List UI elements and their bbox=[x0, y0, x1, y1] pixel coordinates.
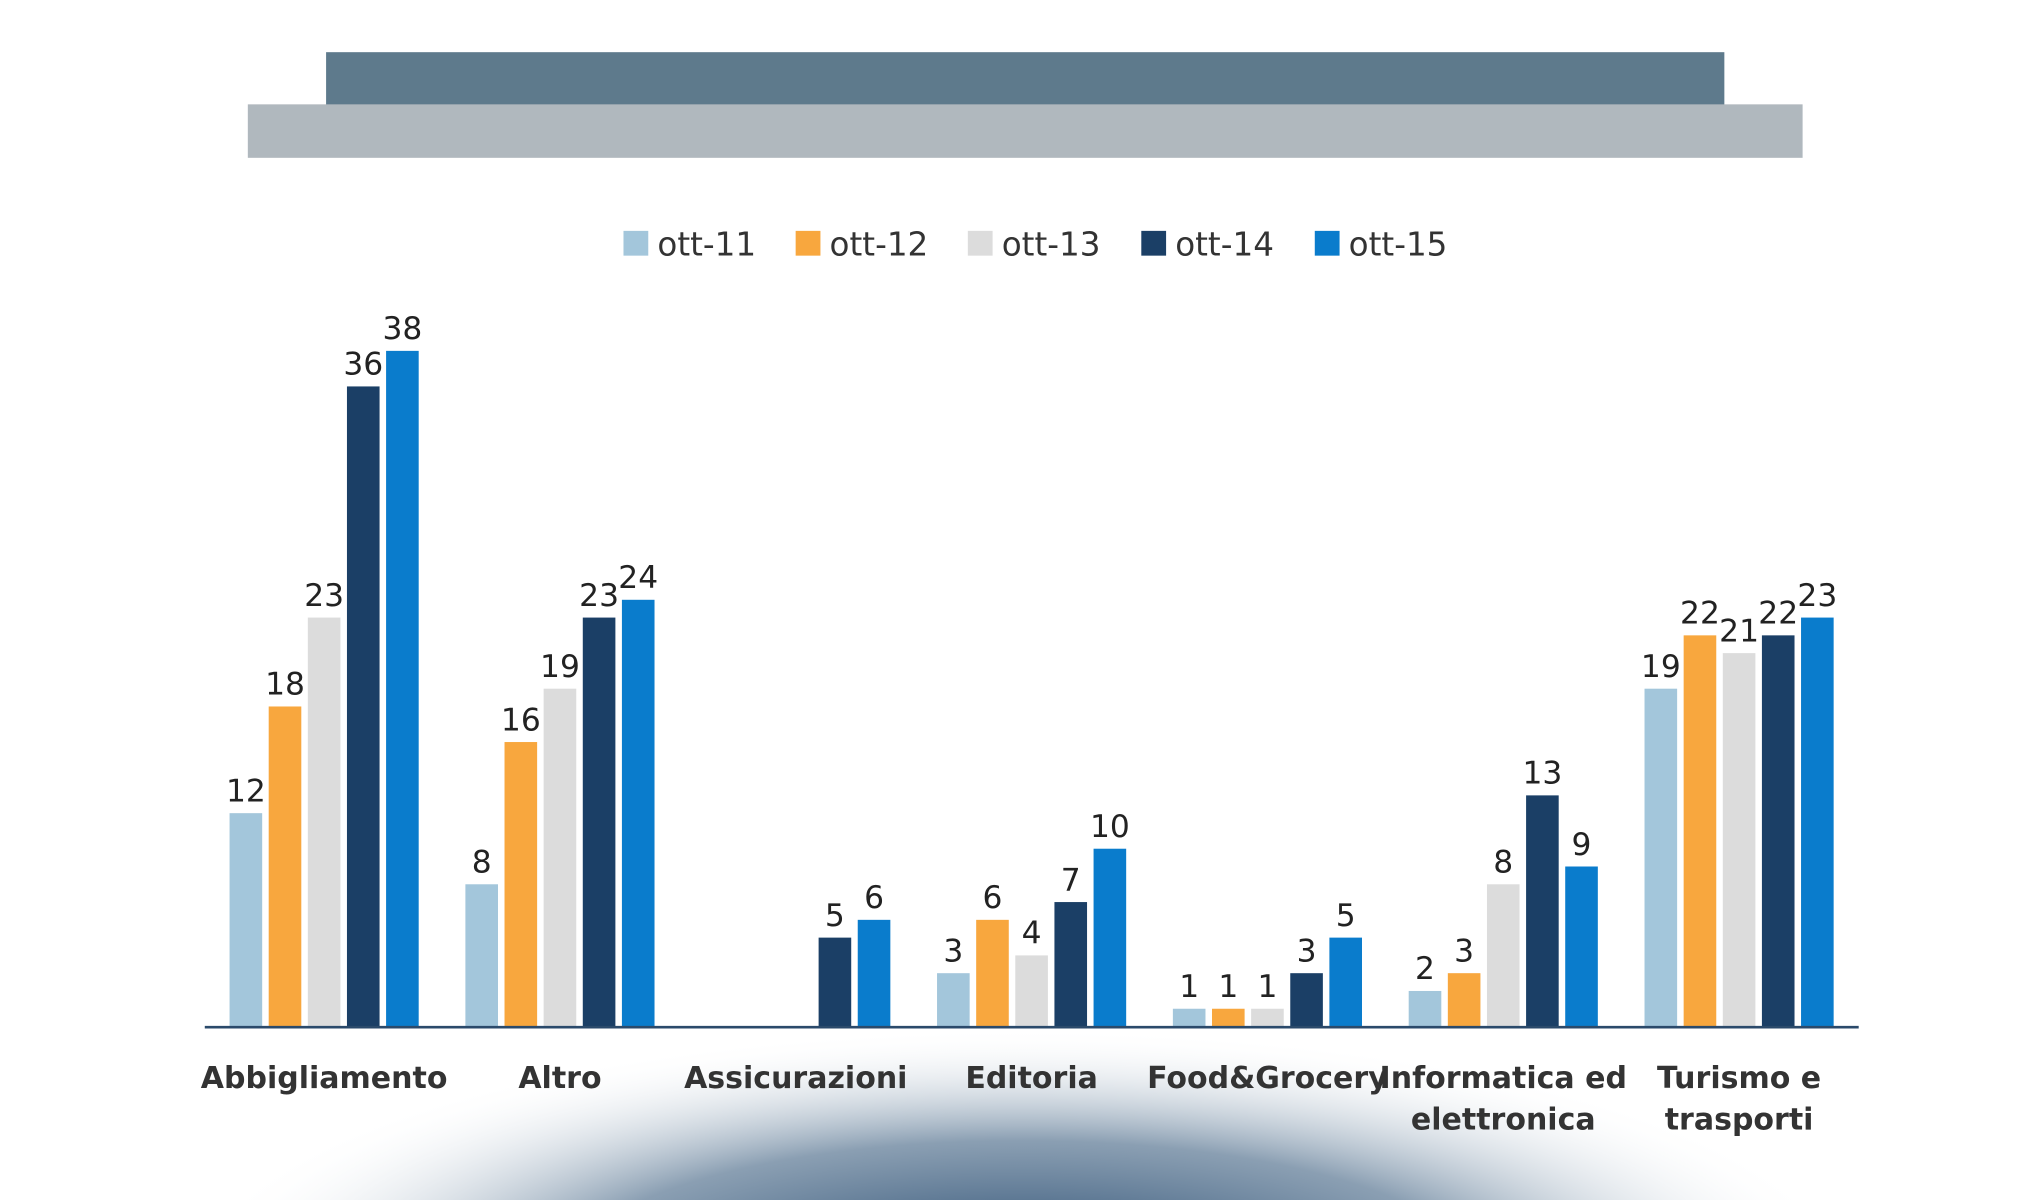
bar-ott-13 bbox=[543, 688, 577, 1027]
bar-ott-14 bbox=[1054, 902, 1088, 1027]
bar-ott-14 bbox=[346, 386, 380, 1027]
category-label: Food&Grocery bbox=[1147, 1061, 1388, 1096]
data-label: 38 bbox=[382, 311, 422, 347]
data-label: 3 bbox=[943, 933, 963, 969]
bar-ott-11 bbox=[937, 973, 970, 1027]
legend-label: ott-13 bbox=[1002, 226, 1101, 264]
data-label: 8 bbox=[472, 845, 492, 881]
bar-ott-11 bbox=[229, 813, 263, 1027]
category-label: trasporti bbox=[1665, 1103, 1814, 1138]
data-label: 7 bbox=[1061, 862, 1081, 898]
bar-ott-14 bbox=[1290, 973, 1323, 1027]
bar-ott-12 bbox=[1447, 973, 1481, 1027]
data-label: 8 bbox=[1493, 845, 1513, 881]
data-label: 22 bbox=[1758, 596, 1798, 632]
legend-label: ott-11 bbox=[657, 226, 756, 264]
data-label: 6 bbox=[983, 880, 1003, 916]
legend-label: ott-12 bbox=[830, 226, 929, 264]
data-label: 36 bbox=[343, 347, 383, 383]
legend-swatch-ott-15 bbox=[1314, 230, 1340, 256]
category-label: Turismo e bbox=[1657, 1061, 1821, 1096]
category-label: Assicurazioni bbox=[684, 1061, 907, 1096]
bar-ott-14 bbox=[818, 937, 852, 1027]
legend-label: ott-14 bbox=[1175, 226, 1274, 264]
legend-swatch-ott-13 bbox=[967, 230, 993, 256]
data-label: 18 bbox=[265, 667, 305, 703]
data-label: 19 bbox=[1641, 649, 1681, 685]
category-labels: Abbigliamento Altro Assicurazioni Editoria F… bbox=[201, 1061, 1821, 1138]
bar-ott-13 bbox=[1015, 955, 1048, 1027]
bar-ott-15 bbox=[1801, 617, 1834, 1027]
data-label: 1 bbox=[1179, 969, 1199, 1005]
data-label: 3 bbox=[1454, 933, 1474, 969]
category-label: Editoria bbox=[965, 1061, 1098, 1096]
data-label: 23 bbox=[304, 578, 344, 614]
data-label: 4 bbox=[1022, 916, 1042, 952]
bar-ott-13 bbox=[307, 617, 341, 1027]
data-label: 21 bbox=[1719, 613, 1759, 649]
data-label: 22 bbox=[1680, 596, 1720, 632]
data-label: 1 bbox=[1257, 969, 1277, 1005]
category-label: Altro bbox=[518, 1061, 601, 1096]
bar-ott-13 bbox=[1486, 884, 1520, 1027]
bar-ott-14 bbox=[1526, 795, 1559, 1027]
bar-ott-11 bbox=[1644, 688, 1678, 1027]
data-label: 9 bbox=[1572, 827, 1592, 863]
data-label: 16 bbox=[501, 702, 541, 738]
category-label: Abbigliamento bbox=[201, 1061, 448, 1096]
bar-ott-12 bbox=[268, 706, 302, 1027]
legend-swatch-ott-12 bbox=[795, 230, 821, 256]
category-label: Informatica ed bbox=[1380, 1061, 1627, 1096]
bar-ott-12 bbox=[504, 742, 538, 1027]
data-label: 5 bbox=[825, 898, 845, 934]
data-label: 10 bbox=[1090, 809, 1130, 845]
data-label: 2 bbox=[1415, 951, 1435, 987]
bar-ott-15 bbox=[1329, 937, 1362, 1027]
data-label: 3 bbox=[1297, 933, 1317, 969]
data-label: 13 bbox=[1522, 756, 1562, 792]
header-band-light bbox=[247, 104, 1803, 158]
bar-ott-15 bbox=[621, 599, 655, 1027]
bar-ott-12 bbox=[976, 919, 1009, 1027]
bar-ott-11 bbox=[1172, 1008, 1206, 1027]
data-label: 24 bbox=[618, 560, 658, 596]
legend: ott-11 ott-12 ott-13 ott-14 ott-15 bbox=[623, 226, 1447, 264]
data-label: 5 bbox=[1336, 898, 1356, 934]
legend-swatch-ott-11 bbox=[623, 230, 649, 256]
bar-ott-11 bbox=[465, 884, 498, 1027]
data-label: 23 bbox=[579, 578, 619, 614]
bar-ott-15 bbox=[386, 350, 419, 1027]
bar-ott-12 bbox=[1212, 1008, 1245, 1027]
bar-ott-11 bbox=[1408, 990, 1442, 1027]
bar-ott-15 bbox=[1093, 848, 1127, 1027]
bar-ott-14 bbox=[582, 617, 616, 1027]
bar-ott-14 bbox=[1761, 635, 1795, 1027]
data-label: 19 bbox=[540, 649, 580, 685]
bar-ott-13 bbox=[1722, 653, 1756, 1027]
bar-ott-12 bbox=[1683, 635, 1717, 1027]
bar-ott-15 bbox=[1565, 866, 1598, 1027]
bar-ott-13 bbox=[1251, 1008, 1284, 1027]
data-label: 6 bbox=[864, 880, 884, 916]
data-label: 1 bbox=[1218, 969, 1238, 1005]
legend-label: ott-15 bbox=[1349, 226, 1448, 264]
legend-swatch-ott-14 bbox=[1141, 230, 1167, 256]
data-label: 12 bbox=[226, 773, 266, 809]
bottom-glow bbox=[2, 1017, 2038, 1200]
data-label: 23 bbox=[1797, 578, 1837, 614]
category-label: elettronica bbox=[1411, 1103, 1596, 1138]
header-band-dark bbox=[326, 52, 1725, 106]
bar-ott-15 bbox=[857, 919, 891, 1027]
